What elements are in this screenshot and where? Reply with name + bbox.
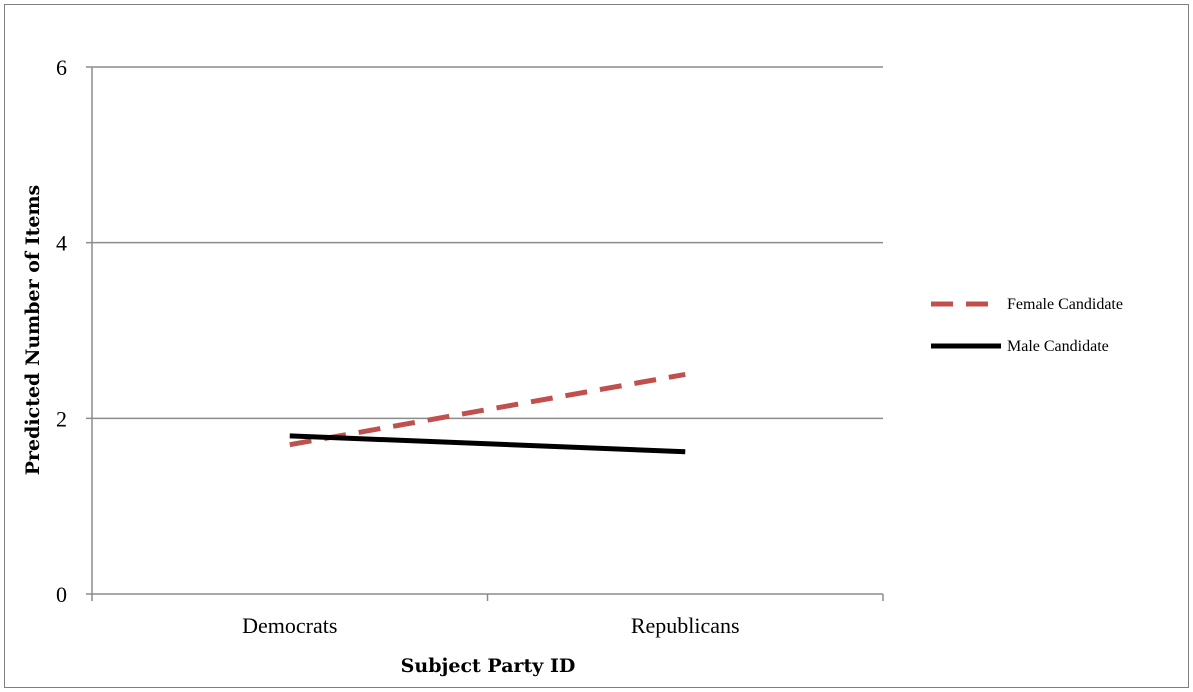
x-tick-label: Republicans xyxy=(631,613,740,638)
y-tick-label: 0 xyxy=(56,582,67,607)
legend-label: Female Candidate xyxy=(1007,296,1123,313)
x-tick-label: Democrats xyxy=(242,613,337,638)
y-axis-title: Predicted Number of Items xyxy=(22,185,44,476)
legend: Female Candidate Male Candidate xyxy=(931,296,1123,355)
y-tick-label: 4 xyxy=(56,231,67,256)
x-axis-title: Subject Party ID xyxy=(401,655,576,677)
series-lines xyxy=(289,371,686,455)
legend-label: Male Candidate xyxy=(1007,338,1109,355)
y-tick-labels: 0 2 4 6 xyxy=(56,55,67,607)
series-line xyxy=(289,433,686,455)
series-line xyxy=(289,371,686,448)
x-tick-labels: Democrats Republicans xyxy=(242,613,740,638)
y-tick-label: 6 xyxy=(56,55,67,80)
y-tick-label: 2 xyxy=(56,406,67,431)
axes xyxy=(86,66,884,601)
gridlines xyxy=(92,66,883,420)
